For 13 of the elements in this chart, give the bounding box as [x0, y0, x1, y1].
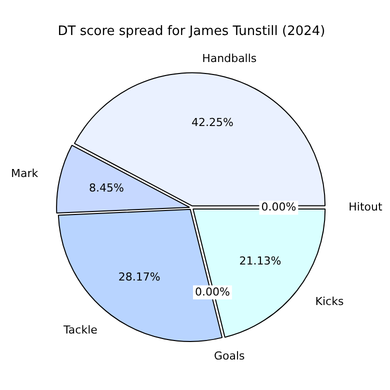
chart-title: DT score spread for James Tunstill (2024): [58, 24, 326, 40]
slice-label: Handballs: [202, 52, 257, 65]
slice-label: Tackle: [62, 323, 98, 336]
data-label: 8.45%: [88, 182, 124, 195]
text: 0.00%: [261, 200, 296, 214]
data-label: 21.13%: [239, 254, 282, 268]
category-label: Hitout: [348, 200, 382, 214]
data-label: 42.25%: [192, 116, 234, 130]
data-label: 28.17%: [118, 270, 160, 284]
category-label: Goals: [214, 349, 245, 362]
text: 0.00%: [195, 285, 230, 298]
slice-label: Mark: [11, 167, 39, 180]
slice-label: Kicks: [315, 295, 344, 308]
